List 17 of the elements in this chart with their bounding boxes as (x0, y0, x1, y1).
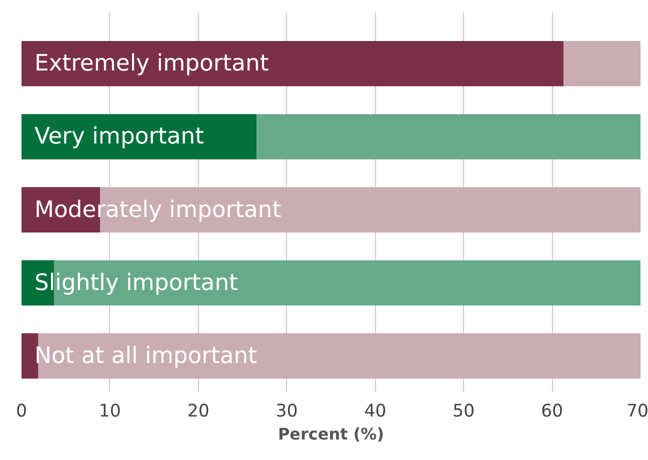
x-axis-title: Percent (%) (278, 424, 384, 444)
x-tick-label: 40 (364, 402, 386, 422)
bar (22, 333, 38, 379)
x-tick-label: 0 (16, 402, 28, 422)
bar (38, 333, 640, 379)
x-tick-label: 10 (98, 402, 121, 422)
y-tick-label: Extremely important (34, 50, 269, 77)
y-tick-label: Very important (34, 124, 204, 150)
bar (22, 114, 257, 160)
x-tick-label: 70 (626, 402, 648, 422)
bar (22, 41, 564, 86)
x-tick-label: 30 (276, 402, 298, 422)
x-tick-label: 50 (452, 402, 475, 422)
x-tick-label: 20 (187, 402, 210, 422)
x-tick-label: 60 (541, 402, 564, 422)
bar (256, 114, 640, 160)
bar (564, 41, 640, 86)
